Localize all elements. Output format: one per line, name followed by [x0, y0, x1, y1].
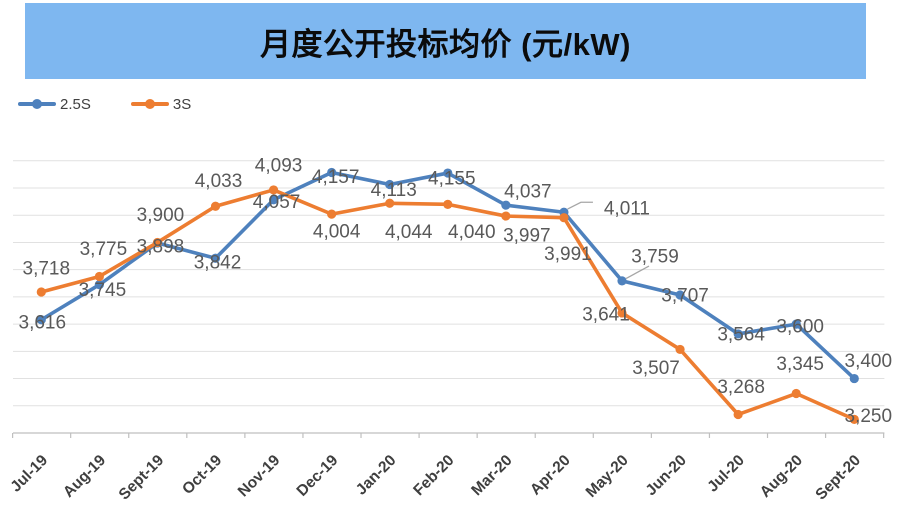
series-line-3S — [36, 185, 859, 424]
data-point-marker — [501, 200, 511, 210]
data-point-marker — [733, 329, 743, 339]
data-label: 3,775 — [80, 239, 128, 260]
data-label: 3,616 — [19, 312, 67, 333]
x-axis-label: Nov-19 — [235, 452, 284, 501]
data-label: 3,842 — [194, 253, 242, 274]
data-label: 3,997 — [503, 226, 551, 247]
data-label: 4,113 — [371, 180, 417, 201]
data-point-marker — [210, 201, 221, 211]
data-label: 4,093 — [255, 155, 303, 176]
data-point-marker — [385, 198, 395, 208]
x-axis-label: Feb-20 — [410, 452, 457, 499]
x-axis-label: Aug-20 — [757, 452, 806, 501]
data-point-marker — [94, 271, 104, 282]
data-label: 4,011 — [604, 199, 650, 220]
data-point-marker — [617, 276, 627, 286]
leader-line — [625, 265, 650, 280]
callout-leader-lines — [567, 201, 650, 280]
data-point-marker — [617, 308, 627, 318]
legend-label: 2.5S — [60, 95, 91, 113]
x-axis-label: Jan-20 — [353, 452, 400, 499]
data-point-marker — [443, 199, 453, 209]
data-label: 4,155 — [428, 169, 476, 190]
data-labels-2.5S: 3,616 3,745 3,898 3,842 4,057 4,157 4,113 4,155… — [19, 167, 893, 372]
chart-legend: 2.5S 3S — [18, 92, 191, 116]
x-axis-label: Jun-20 — [643, 452, 690, 499]
data-point-marker — [36, 287, 46, 297]
data-point-marker — [675, 290, 685, 300]
x-axis-labels: Jul-19 Aug-19 Sept-19 Oct-19 Nov-19 Dec-19 Jan… — [7, 452, 864, 504]
data-label: 3,900 — [137, 205, 185, 226]
title-banner: 月度公开投标均价 (元/kW) — [25, 3, 866, 79]
x-axis-label: Aug-19 — [60, 452, 109, 501]
data-point-marker — [268, 195, 279, 205]
data-point-marker — [501, 211, 511, 221]
data-label: 3,345 — [776, 354, 824, 375]
data-point-marker — [36, 315, 46, 325]
data-point-marker — [443, 168, 453, 178]
x-axis-label: Apr-20 — [527, 452, 574, 499]
data-label: 3,898 — [137, 237, 185, 258]
data-label: 4,157 — [312, 167, 360, 188]
data-point-marker — [152, 237, 163, 248]
data-point-marker — [849, 373, 859, 384]
data-point-marker — [849, 414, 859, 424]
data-label: 3,759 — [631, 246, 679, 267]
data-label: 4,057 — [253, 192, 301, 213]
data-label: 4,033 — [195, 171, 243, 192]
data-label: 3,991 — [544, 244, 592, 265]
series-line-2.5S — [36, 167, 859, 384]
x-axis-label: Jul-19 — [7, 452, 51, 496]
data-label: 4,040 — [448, 222, 496, 243]
data-point-marker — [327, 167, 337, 178]
legend-item-3S: 3S — [130, 95, 192, 113]
data-point-marker — [791, 388, 801, 399]
data-point-marker — [210, 253, 221, 263]
x-axis-label: Oct-19 — [179, 452, 225, 498]
legend-label: 3S — [172, 95, 192, 113]
x-axis-label: Sept-19 — [116, 452, 168, 504]
data-label: 3,268 — [717, 377, 765, 398]
leader-line — [567, 201, 593, 210]
data-point-marker — [733, 409, 743, 420]
data-label: 3,400 — [845, 351, 893, 372]
legend-marker-icon — [18, 99, 56, 109]
x-axis — [12, 432, 885, 438]
data-point-marker — [94, 280, 104, 290]
data-label: 3,718 — [23, 259, 71, 280]
data-point-marker — [791, 319, 801, 329]
data-point-marker — [559, 213, 569, 223]
data-labels-3S: 3,718 3,775 3,900 4,033 4,093 4,004 4,044 4,040… — [23, 155, 893, 426]
x-axis-label: Dec-19 — [294, 452, 342, 500]
x-axis-label: Mar-20 — [468, 452, 515, 499]
data-label: 4,004 — [313, 222, 361, 243]
data-label: 3,564 — [717, 324, 765, 345]
data-label: 3,600 — [776, 317, 824, 338]
gridlines — [13, 160, 885, 407]
data-point-marker — [268, 185, 279, 195]
data-label: 3,507 — [632, 358, 680, 379]
x-axis-label: Jul-20 — [704, 452, 748, 496]
data-point-marker — [327, 209, 337, 219]
data-label: 4,044 — [385, 222, 433, 243]
x-axis-label: May-20 — [583, 452, 632, 501]
data-label: 3,250 — [845, 406, 893, 427]
chart-title: 月度公开投标均价 (元/kW) — [260, 26, 631, 62]
data-label: 4,037 — [504, 182, 552, 203]
data-point-marker — [385, 179, 395, 190]
x-axis-label: Sept-20 — [812, 452, 864, 504]
data-label: 3,641 — [582, 304, 630, 325]
data-point-marker — [675, 344, 685, 355]
data-label: 3,745 — [79, 280, 127, 301]
legend-item-2.5S: 2.5S — [18, 96, 91, 113]
data-label: 3,707 — [661, 285, 709, 306]
legend-marker-icon — [130, 99, 169, 109]
